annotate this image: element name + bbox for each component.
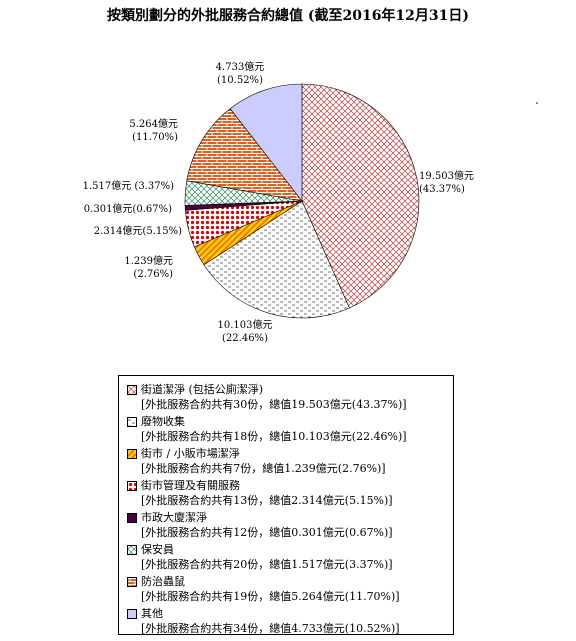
stray-dot <box>536 102 538 104</box>
legend-item: 市政大廈潔淨 [外批服務合約共有12份，總值0.301億元(0.67%)] <box>127 510 393 540</box>
slice-label-value: 10.103億元 <box>218 318 273 331</box>
slice-label-percent: (11.70%) <box>132 132 178 143</box>
slice-label-value: 1.239億元 <box>124 254 173 267</box>
slice-label-percent: (10.52%) <box>217 75 263 86</box>
slice-label-value: 0.301億元(0.67%) <box>84 202 172 215</box>
slice-label-value: 5.264億元 <box>129 117 178 130</box>
slice-label-value: 1.517億元 (3.37%) <box>83 179 174 192</box>
slice-label: 2.314億元(5.15%) <box>94 224 182 237</box>
legend-detail: [外批服務合約共有7份，總值1.239億元(2.76%)] <box>141 462 386 475</box>
legend-swatch <box>127 385 137 395</box>
legend: 街道潔淨 (包括公廁潔淨) [外批服務合約共有30份，總值19.503億元(43.… <box>118 375 454 635</box>
legend-detail: [外批服務合約共有13份，總值2.314億元(5.15%)] <box>141 494 393 507</box>
legend-item: 街道潔淨 (包括公廁潔淨) [外批服務合約共有30份，總值19.503億元(43.… <box>127 382 407 412</box>
legend-label: 保安員 <box>141 543 174 556</box>
slice-label-percent: (22.46%) <box>222 333 268 344</box>
slice-label-percent: (2.76%) <box>133 269 173 280</box>
slice-label-value: 4.733億元 <box>216 60 265 73</box>
legend-item: 街市 / 小販市場潔淨 [外批服務合約共有7份，總值1.239億元(2.76%)] <box>127 446 386 476</box>
slice-label: 1.517億元 (3.37%) <box>83 179 174 192</box>
legend-swatch <box>127 417 137 427</box>
legend-swatch <box>127 513 137 523</box>
legend-item: 防治蟲鼠 [外批服務合約共有19份，總值5.264億元(11.70%)] <box>127 574 400 604</box>
legend-swatch <box>127 609 137 619</box>
legend-detail: [外批服務合約共有30份，總值19.503億元(43.37%)] <box>141 398 407 411</box>
legend-swatch <box>127 577 137 587</box>
legend-label: 防治蟲鼠 <box>141 575 185 588</box>
slice-label: 19.503億元 (43.37%) <box>419 169 474 195</box>
slice-labels: 19.503億元 (43.37%) 10.103億元 (22.46%) 1.239億元 (… <box>83 60 474 344</box>
legend-item: 保安員 [外批服務合約共有20份，總值1.517億元(3.37%)] <box>127 542 393 572</box>
legend-item: 廢物收集 [外批服務合約共有18份，總值10.103億元(22.46%)] <box>127 414 407 444</box>
pie-slice <box>203 200 350 319</box>
slice-label-value: 19.503億元 <box>419 169 474 182</box>
slice-label: 10.103億元 (22.46%) <box>218 318 273 344</box>
legend-detail: [外批服務合約共有19份，總值5.264億元(11.70%)] <box>141 590 400 603</box>
pie-chart: 按類別劃分的外批服務合約總值 (截至2016年12月31日) 19.503億元 (… <box>83 7 538 344</box>
legend-item: 街市管理及有關服務 [外批服務合約共有13份，總值2.314億元(5.15%)] <box>127 478 393 508</box>
legend-swatch <box>127 481 137 491</box>
legend-label: 街道潔淨 (包括公廁潔淨) <box>141 383 264 396</box>
pie-slice <box>229 83 303 202</box>
legend-label: 街市 / 小販市場潔淨 <box>141 447 240 460</box>
legend-label: 街市管理及有關服務 <box>141 479 240 492</box>
chart-title: 按類別劃分的外批服務合約總值 (截至2016年12月31日) <box>107 7 469 24</box>
legend-swatch <box>127 449 137 459</box>
slice-label: 4.733億元 (10.52%) <box>216 60 265 86</box>
slice-label: 5.264億元 (11.70%) <box>129 117 178 143</box>
legend-detail: [外批服務合約共有34份，總值4.733億元(10.52%)] <box>141 622 400 635</box>
pie-slice <box>301 83 420 309</box>
legend-detail: [外批服務合約共有12份，總值0.301億元(0.67%)] <box>141 526 393 539</box>
slice-label-value: 2.314億元(5.15%) <box>94 224 182 237</box>
slice-label: 0.301億元(0.67%) <box>84 202 172 215</box>
pie-slice <box>186 108 303 202</box>
legend-detail: [外批服務合約共有18份，總值10.103億元(22.46%)] <box>141 430 407 443</box>
pie-slices <box>184 83 420 319</box>
legend-label: 市政大廈潔淨 <box>141 511 207 524</box>
legend-item: 其他 [外批服務合約共有34份，總值4.733億元(10.52%)] <box>127 606 400 636</box>
legend-detail: [外批服務合約共有20份，總值1.517億元(3.37%)] <box>141 558 393 571</box>
legend-label: 其他 <box>141 607 163 620</box>
slice-label-percent: (43.37%) <box>419 184 465 195</box>
slice-label: 1.239億元 (2.76%) <box>124 254 173 280</box>
legend-label: 廢物收集 <box>141 415 185 428</box>
legend-swatch <box>127 545 137 555</box>
